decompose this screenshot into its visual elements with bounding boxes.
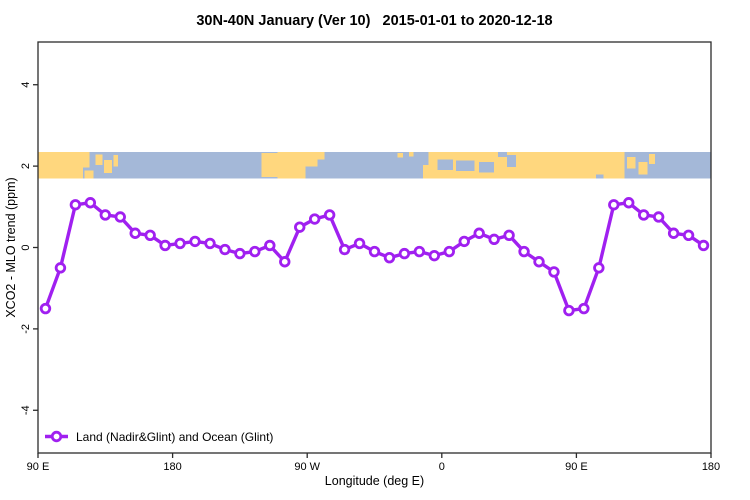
data-point [219,243,231,256]
map-land-segment [103,159,113,174]
data-point [503,229,515,241]
data-point [458,235,470,248]
data-point [398,247,411,260]
x-tick-label: 180 [702,461,720,473]
data-point [323,209,336,221]
data-point [638,209,650,221]
data-point [413,245,426,258]
data-point [368,245,381,258]
data-point [667,227,680,239]
map-sea-patch [595,174,604,179]
y-tick-label: 0 [20,244,32,250]
data-point [697,239,710,252]
data-point [264,239,276,252]
data-point [234,247,246,260]
data-point [608,199,620,211]
data-point [159,239,171,252]
map-band [38,151,711,179]
data-point [99,209,112,221]
chart-title: 30N-40N January (Ver 10) 2015-01-01 to 2… [196,13,552,29]
data-point [443,245,455,258]
map-land-segment [277,151,306,179]
x-tick-label: 90 W [294,461,320,473]
map-land-segment [408,151,414,157]
data-point [383,251,396,264]
data-point [144,229,156,241]
data-point [578,302,590,315]
data-point [189,235,201,248]
data-point [473,227,485,239]
data-point [114,211,126,223]
data-point [488,233,500,246]
y-tick-label: 4 [20,82,32,88]
data-point [518,245,530,258]
map-sea-patch [479,161,495,173]
map-land-segment [627,157,636,169]
data-point [308,213,321,225]
map-land-segment [648,153,655,164]
data-point [54,262,67,274]
x-tick-label: 0 [439,461,445,473]
x-tick-label: 180 [163,461,181,473]
data-point [623,197,635,209]
y-tick-label: -2 [20,324,32,334]
x-axis-label: Longitude (deg E) [325,474,424,488]
map-land-segment [95,154,103,166]
data-point [69,199,82,211]
data-point [279,256,291,268]
data-point [84,197,97,209]
y-axis-label: XCO2 - MLO trend (ppm) [4,177,18,317]
x-tick-label: 90 E [565,461,588,473]
data-point [593,262,605,274]
data-point [174,237,186,250]
data-point [428,249,441,262]
data-point [353,237,366,250]
map-land-segment [317,151,325,160]
data-point [533,256,545,268]
y-tick-label: 2 [20,163,32,169]
map-sea-patch [506,155,516,168]
map-sea-patch [497,151,507,158]
map-land-segment [423,165,433,179]
data-point [249,245,261,258]
x-tick-label: 90 E [27,461,50,473]
map-sea-patch [456,160,475,171]
legend: Land (Nadir&Glint) and Ocean (Glint) [45,430,273,444]
map-land-segment [397,152,403,158]
map-land-segment [638,161,648,175]
map-land-segment [113,155,119,167]
data-point [204,237,216,250]
data-point [39,302,52,315]
data-series [39,197,710,317]
legend-marker-icon [50,430,63,443]
map-land-segment [305,151,318,167]
data-point [338,243,351,256]
data-point [294,221,306,233]
y-tick-label: -4 [20,405,32,415]
data-point [129,227,141,239]
data-point [563,304,575,317]
legend-label: Land (Nadir&Glint) and Ocean (Glint) [76,430,273,444]
map-land-segment [84,170,94,179]
map-land-segment [428,151,442,179]
map-land-segment [38,151,83,179]
data-point [548,266,560,278]
map-land-segment [82,151,90,168]
map-sea-patch [437,159,454,170]
axes: 90 E 180 90 W 0 90 E 180 -4 -2 0 2 4 [20,41,720,473]
map-land-segment [261,153,278,177]
data-point [682,229,695,241]
data-point [652,211,665,223]
